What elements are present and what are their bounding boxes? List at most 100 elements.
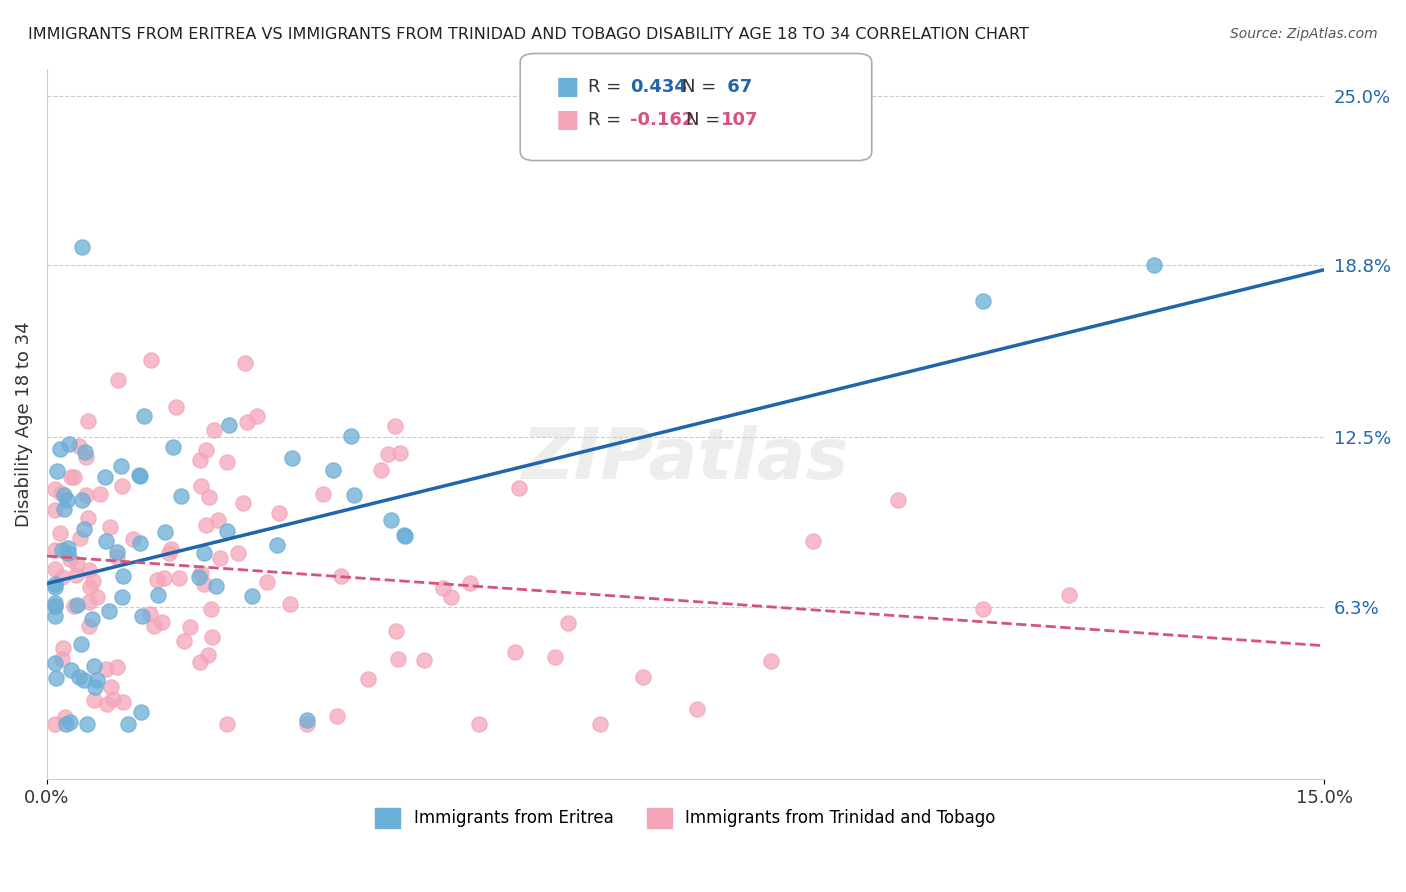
Immigrants from Trinidad and Tobago <box>326 709 349 723</box>
Immigrants from Eritrea <box>67 670 90 684</box>
Text: 107: 107 <box>721 112 759 129</box>
Text: ZIPatlas: ZIPatlas <box>522 425 849 494</box>
Immigrants from Eritrea <box>188 570 211 584</box>
Immigrants from Trinidad and Tobago <box>226 545 249 559</box>
Immigrants from Trinidad and Tobago <box>52 641 75 656</box>
Immigrants from Trinidad and Tobago <box>357 672 380 686</box>
Immigrants from Trinidad and Tobago <box>278 597 301 611</box>
Immigrants from Eritrea <box>266 538 288 552</box>
Immigrants from Trinidad and Tobago <box>112 695 135 709</box>
Immigrants from Eritrea <box>162 440 184 454</box>
Immigrants from Eritrea <box>153 525 176 540</box>
Immigrants from Trinidad and Tobago <box>167 571 190 585</box>
Immigrants from Trinidad and Tobago <box>165 400 187 414</box>
Immigrants from Trinidad and Tobago <box>89 487 111 501</box>
Immigrants from Trinidad and Tobago <box>190 566 212 581</box>
Immigrants from Trinidad and Tobago <box>100 681 122 695</box>
Immigrants from Trinidad and Tobago <box>96 697 118 711</box>
Immigrants from Eritrea <box>146 588 169 602</box>
Immigrants from Trinidad and Tobago <box>235 416 257 430</box>
Immigrants from Trinidad and Tobago <box>96 662 118 676</box>
Immigrants from Trinidad and Tobago <box>209 551 232 566</box>
Immigrants from Eritrea <box>392 528 415 542</box>
Immigrants from Eritrea <box>44 576 66 591</box>
Immigrants from Eritrea <box>281 451 304 466</box>
Immigrants from Trinidad and Tobago <box>377 447 399 461</box>
Immigrants from Trinidad and Tobago <box>200 601 222 615</box>
Immigrants from Trinidad and Tobago <box>508 481 530 495</box>
Immigrants from Eritrea <box>131 608 153 623</box>
Immigrants from Trinidad and Tobago <box>207 513 229 527</box>
Immigrants from Trinidad and Tobago <box>139 607 162 621</box>
Immigrants from Eritrea <box>193 546 215 560</box>
Immigrants from Trinidad and Tobago <box>49 526 72 541</box>
Legend: Immigrants from Eritrea, Immigrants from Trinidad and Tobago: Immigrants from Eritrea, Immigrants from… <box>368 801 1002 835</box>
Immigrants from Eritrea <box>53 501 76 516</box>
Immigrants from Trinidad and Tobago <box>111 479 134 493</box>
Immigrants from Eritrea <box>58 436 80 450</box>
Immigrants from Trinidad and Tobago <box>384 624 406 639</box>
Immigrants from Eritrea <box>1143 258 1166 272</box>
Immigrants from Trinidad and Tobago <box>62 599 84 613</box>
Immigrants from Trinidad and Tobago <box>66 558 89 572</box>
Immigrants from Trinidad and Tobago <box>142 619 165 633</box>
Immigrants from Trinidad and Tobago <box>589 717 612 731</box>
Immigrants from Trinidad and Tobago <box>194 517 217 532</box>
Immigrants from Eritrea <box>56 541 79 556</box>
Immigrants from Eritrea <box>132 409 155 423</box>
Immigrants from Trinidad and Tobago <box>153 571 176 585</box>
Immigrants from Trinidad and Tobago <box>79 618 101 632</box>
Immigrants from Trinidad and Tobago <box>79 563 101 577</box>
Immigrants from Trinidad and Tobago <box>503 645 526 659</box>
Immigrants from Trinidad and Tobago <box>370 463 392 477</box>
Immigrants from Trinidad and Tobago <box>157 546 180 560</box>
Immigrants from Trinidad and Tobago <box>188 453 211 467</box>
Immigrants from Trinidad and Tobago <box>121 532 143 546</box>
Immigrants from Eritrea <box>83 659 105 673</box>
Immigrants from Eritrea <box>73 522 96 536</box>
Immigrants from Trinidad and Tobago <box>297 717 319 731</box>
Immigrants from Eritrea <box>129 705 152 719</box>
Immigrants from Trinidad and Tobago <box>801 533 824 548</box>
Immigrants from Trinidad and Tobago <box>173 634 195 648</box>
Immigrants from Trinidad and Tobago <box>197 490 219 504</box>
Immigrants from Eritrea <box>70 493 93 508</box>
Immigrants from Trinidad and Tobago <box>179 619 201 633</box>
Immigrants from Eritrea <box>76 717 98 731</box>
Immigrants from Trinidad and Tobago <box>217 717 239 731</box>
Immigrants from Eritrea <box>46 464 69 478</box>
Immigrants from Eritrea <box>972 293 994 308</box>
Immigrants from Eritrea <box>45 671 67 685</box>
Immigrants from Eritrea <box>322 462 344 476</box>
Immigrants from Trinidad and Tobago <box>44 543 66 558</box>
Immigrants from Trinidad and Tobago <box>98 520 121 534</box>
Immigrants from Trinidad and Tobago <box>686 702 709 716</box>
Immigrants from Trinidad and Tobago <box>51 485 73 500</box>
Immigrants from Trinidad and Tobago <box>440 590 463 604</box>
Immigrants from Eritrea <box>218 417 240 432</box>
Immigrants from Eritrea <box>60 663 83 677</box>
Immigrants from Trinidad and Tobago <box>58 552 80 566</box>
Immigrants from Trinidad and Tobago <box>105 550 128 565</box>
Immigrants from Eritrea <box>44 608 66 623</box>
Immigrants from Eritrea <box>44 580 66 594</box>
Immigrants from Eritrea <box>56 493 79 508</box>
Immigrants from Eritrea <box>56 546 79 560</box>
Immigrants from Trinidad and Tobago <box>139 353 162 368</box>
Immigrants from Trinidad and Tobago <box>201 630 224 644</box>
Immigrants from Eritrea <box>111 590 134 604</box>
Immigrants from Trinidad and Tobago <box>44 562 66 576</box>
Immigrants from Trinidad and Tobago <box>146 573 169 587</box>
Immigrants from Trinidad and Tobago <box>215 455 238 469</box>
Immigrants from Trinidad and Tobago <box>67 439 90 453</box>
Immigrants from Trinidad and Tobago <box>77 414 100 428</box>
Immigrants from Trinidad and Tobago <box>387 652 409 666</box>
Immigrants from Trinidad and Tobago <box>193 577 215 591</box>
Immigrants from Trinidad and Tobago <box>105 660 128 674</box>
Immigrants from Trinidad and Tobago <box>44 717 66 731</box>
Immigrants from Trinidad and Tobago <box>329 569 352 583</box>
Text: R =: R = <box>588 112 627 129</box>
Immigrants from Trinidad and Tobago <box>51 652 73 666</box>
Text: R =: R = <box>588 78 627 96</box>
Immigrants from Trinidad and Tobago <box>160 542 183 557</box>
